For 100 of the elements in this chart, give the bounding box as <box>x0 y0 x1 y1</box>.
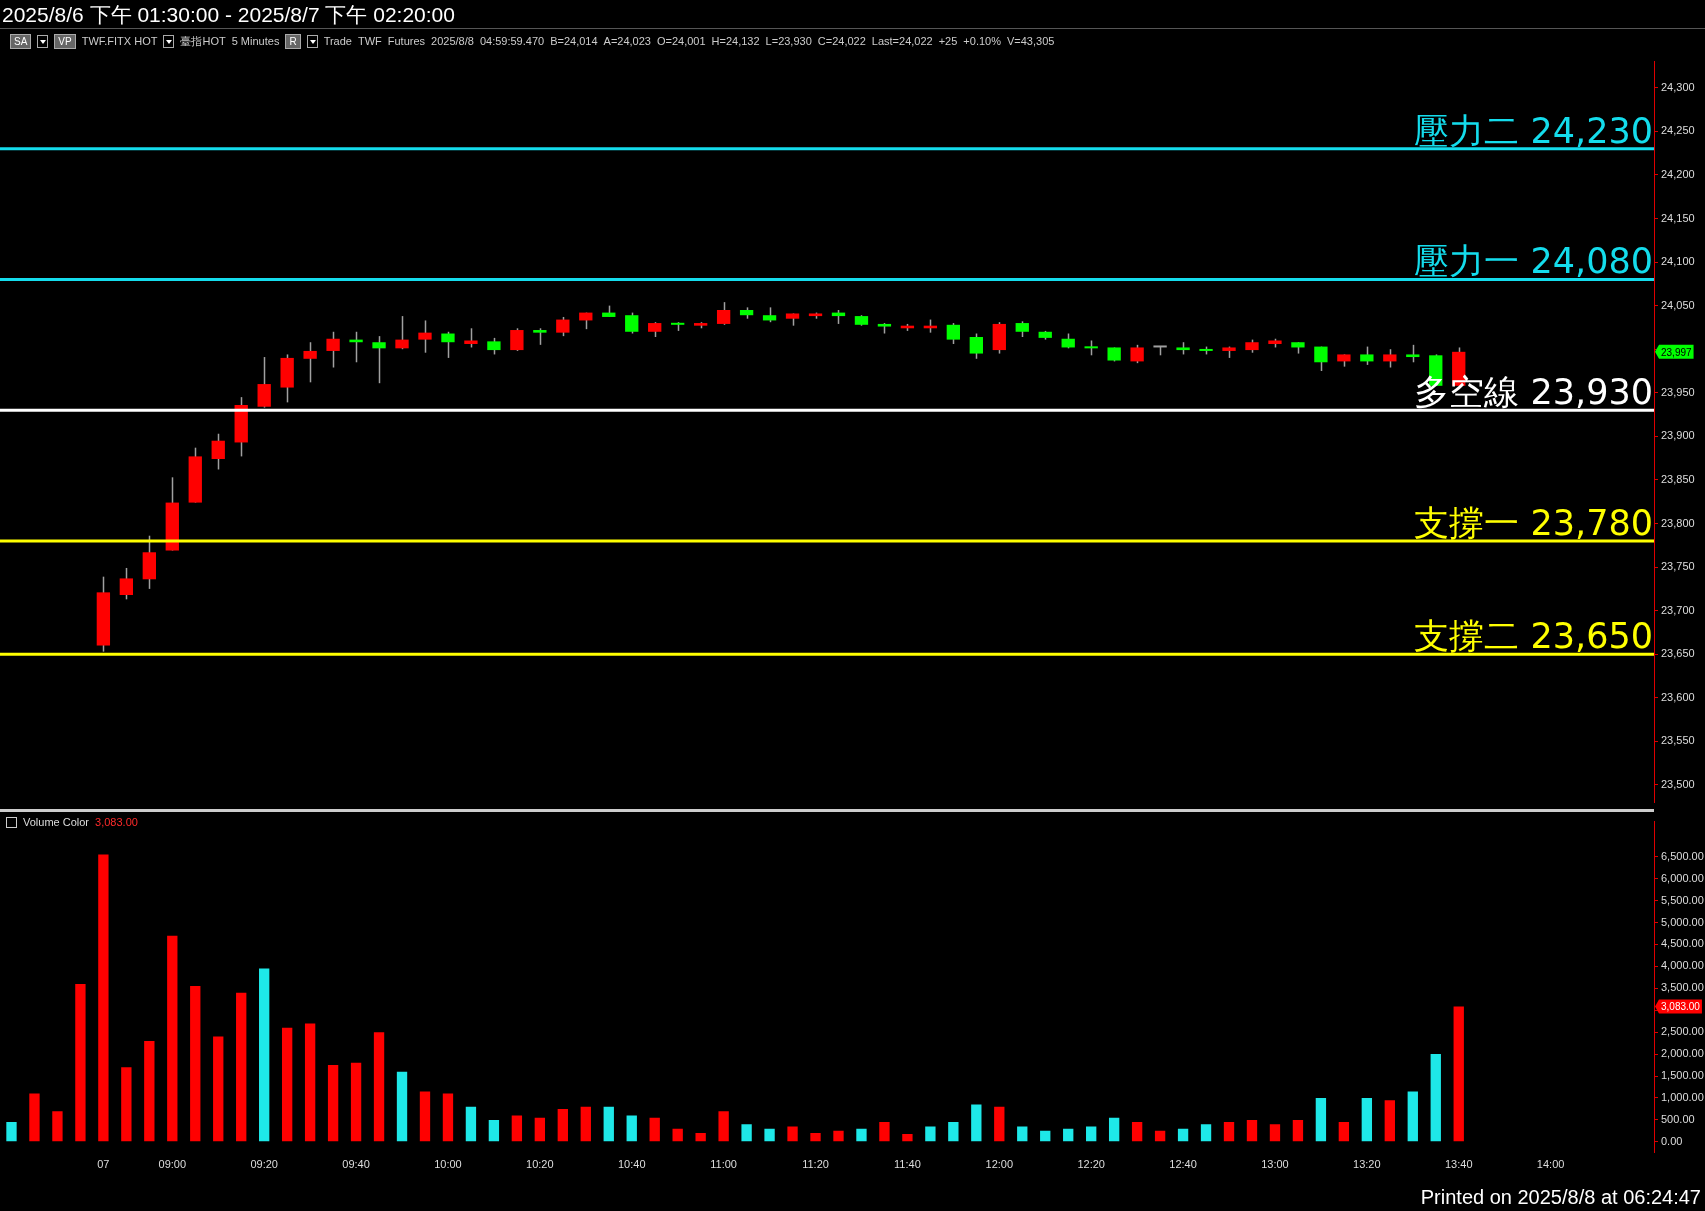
y-tick-label: 24,150 <box>1661 211 1695 224</box>
candlestick <box>716 301 731 326</box>
text: R <box>285 33 301 49</box>
y-tick-label: 4,500.00 <box>1661 937 1704 950</box>
x-tick-label: 13:40 <box>1444 1158 1473 1171</box>
bar <box>971 1104 982 1142</box>
text: Trade <box>323 35 352 47</box>
bar <box>52 1111 63 1142</box>
candlestick <box>372 335 386 384</box>
x-tick-label: 09:40 <box>342 1158 370 1171</box>
bar <box>29 1093 40 1142</box>
y-tick-label: 1,500.00 <box>1661 1069 1704 1082</box>
bar <box>1430 1054 1441 1142</box>
bar <box>167 935 178 1142</box>
bar <box>190 986 201 1142</box>
text: H=24,132 <box>711 35 760 47</box>
text: Last=24,022 <box>871 35 933 47</box>
bar <box>810 1133 821 1142</box>
bar <box>741 1124 752 1142</box>
bar <box>419 1091 431 1142</box>
text: 臺指HOT <box>180 33 226 49</box>
bar <box>603 1106 614 1142</box>
y-tick-label: 6,500.00 <box>1661 849 1704 862</box>
bar <box>1453 1006 1464 1142</box>
text: Printed on 2025/8/8 at 06:24:47 <box>1420 1186 1701 1209</box>
candlestick <box>969 332 983 360</box>
y-tick-label: 3,500.00 <box>1661 981 1704 994</box>
y-tick-label: 24,100 <box>1661 255 1695 268</box>
y-tick-label: 23,650 <box>1661 647 1695 660</box>
bar <box>1200 1124 1212 1142</box>
candlestick <box>625 311 639 335</box>
bar <box>534 1117 546 1142</box>
bar <box>626 1115 637 1142</box>
x-tick-label: 09:00 <box>158 1158 187 1171</box>
text: TWF.FITX HOT <box>81 35 158 47</box>
bar <box>833 1130 844 1142</box>
bar <box>236 992 247 1142</box>
y-tick-label: 0.00 <box>1661 1134 1683 1147</box>
bar <box>304 1023 316 1142</box>
bar <box>1108 1117 1120 1142</box>
bar <box>350 1062 362 1142</box>
candlestick <box>946 322 961 345</box>
x-tick-label: 13:00 <box>1261 1158 1289 1171</box>
y-tick-label: 6,000.00 <box>1661 871 1704 884</box>
candlestick <box>1383 348 1397 369</box>
bar <box>121 1067 132 1142</box>
bar <box>1040 1130 1051 1142</box>
x-tick-label: 11:00 <box>710 1158 737 1171</box>
y-tick-label: 24,200 <box>1661 167 1695 180</box>
y-tick-label: 23,600 <box>1661 690 1695 703</box>
x-tick-label: 13:20 <box>1353 1158 1381 1171</box>
candlestick <box>1360 345 1374 366</box>
bar <box>994 1106 1005 1142</box>
bar <box>327 1065 339 1142</box>
candlestick <box>556 316 570 337</box>
bar <box>718 1111 729 1142</box>
bar <box>1246 1119 1258 1142</box>
text: 3,083.00 <box>1661 1001 1701 1013</box>
text: +0.10% <box>963 35 1001 47</box>
bar <box>1063 1128 1074 1142</box>
bar <box>557 1108 568 1142</box>
bar <box>1292 1119 1304 1142</box>
text: A=24,023 <box>603 35 651 47</box>
y-tick-label: 2,500.00 <box>1661 1025 1704 1038</box>
x-tick-label: 11:20 <box>802 1158 829 1171</box>
bar <box>649 1117 660 1142</box>
x-tick-label: 09:20 <box>250 1158 278 1171</box>
candlestick <box>510 327 524 352</box>
y-tick-label: 23,550 <box>1661 734 1695 747</box>
x-tick-label: 10:00 <box>434 1158 462 1171</box>
x-tick-label: 12:20 <box>1077 1158 1105 1171</box>
candlestick <box>418 319 432 354</box>
bar <box>6 1122 17 1142</box>
bar <box>1177 1128 1189 1142</box>
bar <box>1223 1122 1235 1142</box>
ref-line-label: 多空線 23,930 <box>1414 372 1653 413</box>
y-tick-label: 5,500.00 <box>1661 893 1704 906</box>
x-tick-label: 07 <box>97 1158 110 1171</box>
bar <box>787 1126 798 1142</box>
bar <box>442 1093 454 1142</box>
chart-title: 2025/8/6 下午 01:30:00 - 2025/8/7 下午 02:20:00 <box>2 2 455 28</box>
y-tick-label: 23,850 <box>1661 472 1695 485</box>
bar <box>75 983 86 1142</box>
bar <box>1269 1124 1281 1142</box>
bar <box>1086 1126 1097 1142</box>
ref-line-label: 支撐二 23,650 <box>1414 616 1653 657</box>
x-tick-label: 14:00 <box>1536 1158 1565 1171</box>
text: B=24,014 <box>550 35 598 47</box>
bar <box>465 1106 477 1142</box>
bar <box>902 1133 913 1142</box>
chart-title: Volume Color <box>23 816 90 828</box>
text: V=43,305 <box>1006 35 1055 47</box>
y-tick-label: 24,250 <box>1661 124 1695 137</box>
bar <box>672 1128 683 1142</box>
ref-line-label: 壓力一 24,080 <box>1414 241 1653 282</box>
text: SA <box>10 33 32 49</box>
bar <box>1407 1091 1418 1142</box>
bar <box>948 1122 959 1142</box>
candlestick <box>257 356 271 409</box>
candlestick <box>441 331 455 359</box>
